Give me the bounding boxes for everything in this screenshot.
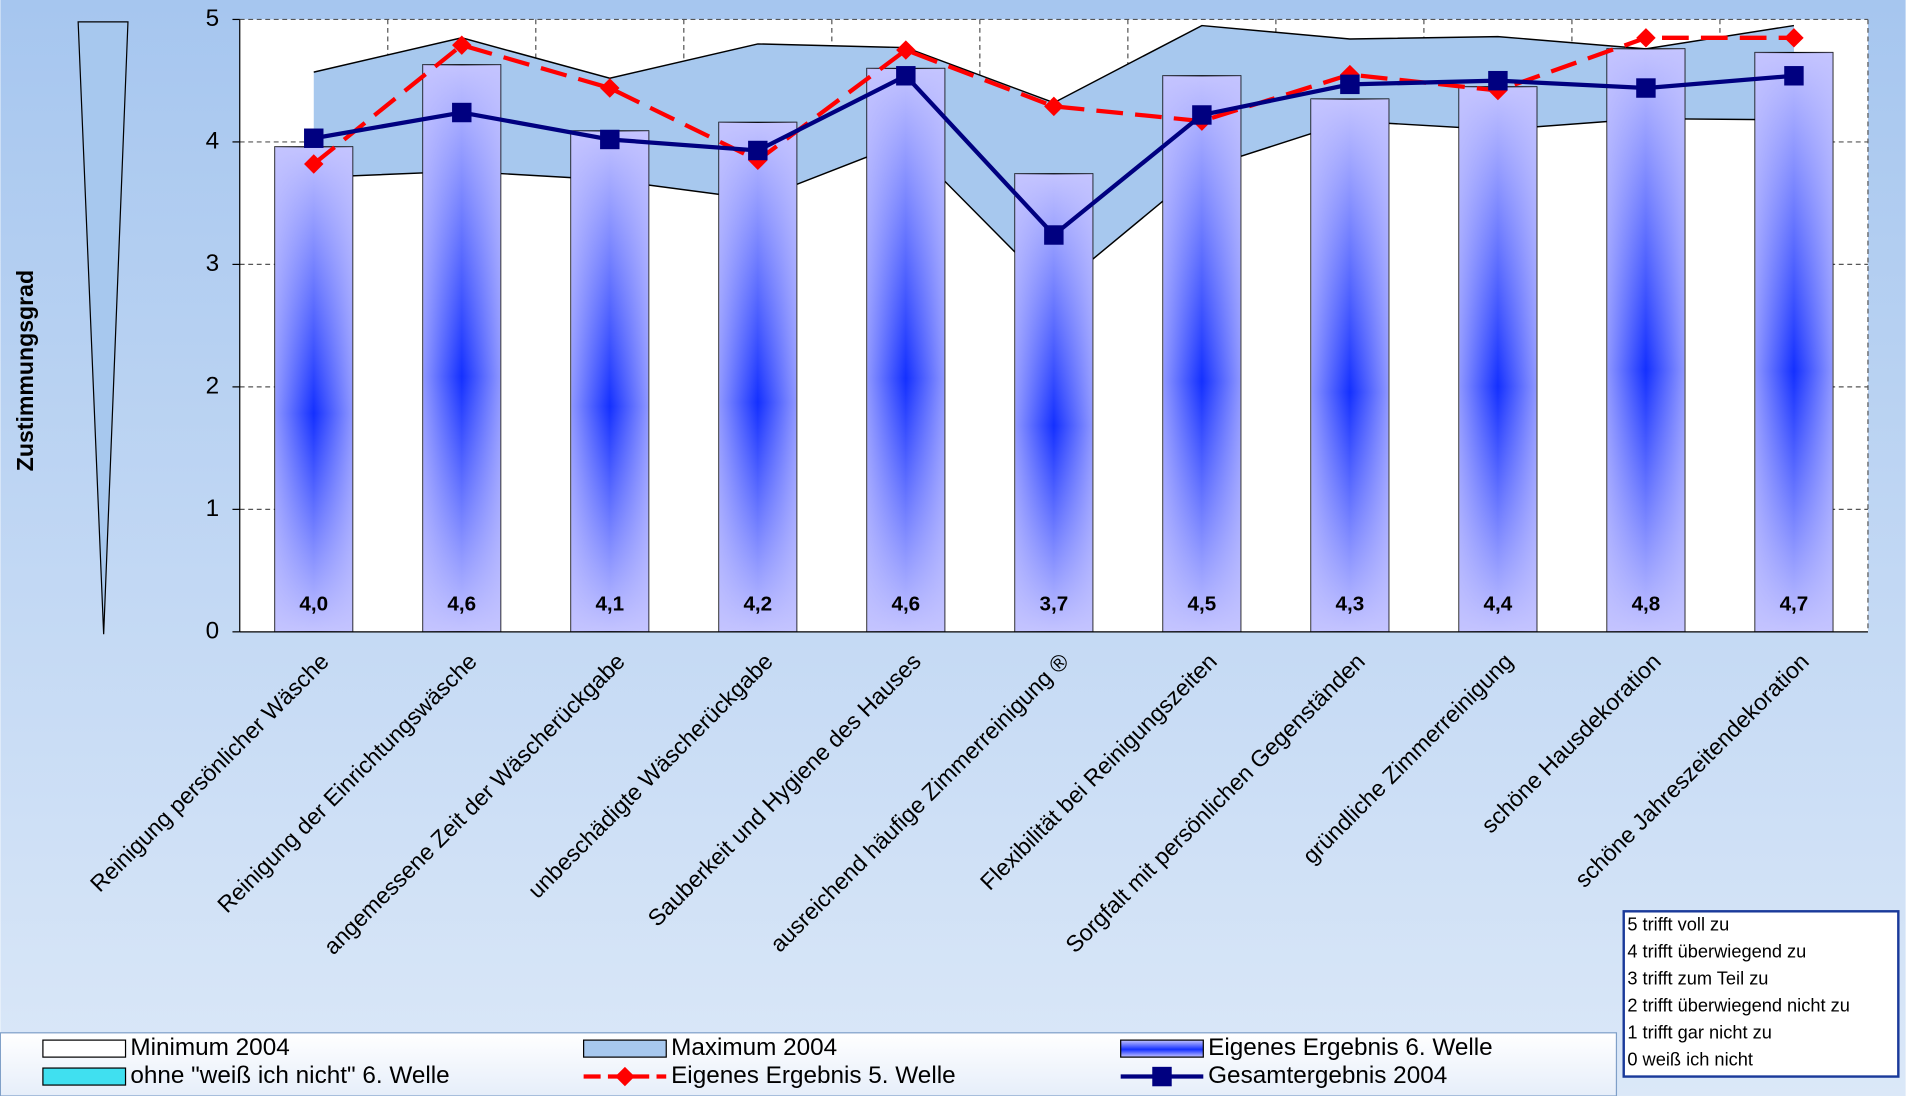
y-tick-label: 3 (206, 250, 220, 277)
bar-shade (1311, 99, 1389, 632)
marker (304, 128, 324, 148)
legend-swatch (1120, 1039, 1204, 1058)
legend-marker (1152, 1066, 1172, 1087)
legend-label: Gesamtergebnis 2004 (1208, 1062, 1447, 1089)
legend-label: Minimum 2004 (130, 1034, 289, 1061)
bar-shade (570, 130, 649, 632)
marker (896, 40, 916, 60)
data-label: 4,4 (1484, 593, 1513, 616)
scale-note: 4 trifft überwiegend zu (1627, 942, 1806, 962)
y-axis-label: Zustimmungsgrad (12, 270, 38, 471)
data-label: 3,7 (1039, 593, 1068, 616)
marker (1488, 70, 1508, 91)
legend-label: Maximum 2004 (671, 1034, 837, 1061)
legend (0, 1032, 1618, 1096)
legend-swatch (583, 1039, 667, 1058)
bar-shade (1014, 173, 1093, 632)
y-tick-label: 1 (206, 495, 220, 522)
legend-swatch (42, 1039, 127, 1058)
data-label: 4,8 (1632, 593, 1661, 616)
marker (1192, 105, 1212, 125)
bar-shade (274, 146, 353, 632)
data-label: 4,0 (299, 593, 328, 616)
scale-note: 0 weiß ich nicht (1627, 1050, 1753, 1070)
marker (1044, 96, 1064, 117)
marker (600, 129, 620, 150)
marker (1340, 74, 1360, 95)
marker (304, 154, 324, 174)
marker (748, 140, 768, 161)
scale-wedge (77, 21, 129, 635)
legend-label: Eigenes Ergebnis 6. Welle (1208, 1034, 1493, 1061)
bar-shade (1459, 86, 1537, 632)
data-label: 4,6 (891, 593, 920, 616)
bar-shade (1162, 75, 1241, 632)
legend-label: ohne "weiß ich nicht" 6. Welle (130, 1062, 449, 1089)
y-tick-label: 5 (206, 5, 220, 32)
scale-note: 2 trifft überwiegend nicht zu (1627, 996, 1849, 1016)
scale-note: 3 trifft zum Teil zu (1627, 969, 1768, 989)
marker (896, 66, 916, 86)
scale-box (1622, 910, 1900, 1078)
y-tick-label: 4 (206, 127, 220, 154)
legend-label: Eigenes Ergebnis 5. Welle (671, 1062, 956, 1089)
bar-shade (422, 64, 501, 632)
data-label: 4,7 (1780, 593, 1809, 616)
y-tick-label: 0 (206, 617, 220, 644)
marker (1044, 225, 1064, 245)
data-label: 4,1 (595, 593, 624, 616)
marker (1784, 66, 1804, 86)
marker (1636, 78, 1656, 98)
line (312, 35, 1794, 166)
y-tick-label: 2 (206, 372, 220, 399)
bar-shade (866, 68, 945, 632)
marker (452, 35, 472, 55)
marker (452, 102, 472, 123)
scale-note: 1 trifft gar nicht zu (1627, 1023, 1771, 1043)
data-label: 4,5 (1188, 593, 1217, 616)
legend-marker (615, 1066, 635, 1087)
bar-shade (718, 122, 797, 632)
data-label: 4,6 (447, 593, 476, 616)
bar-shade (1607, 48, 1685, 632)
scale-note: 5 trifft voll zu (1627, 915, 1729, 935)
data-label: 4,2 (743, 593, 772, 616)
data-label: 4,3 (1336, 593, 1365, 616)
bar-shade (1755, 52, 1833, 632)
legend-swatch (42, 1067, 127, 1086)
